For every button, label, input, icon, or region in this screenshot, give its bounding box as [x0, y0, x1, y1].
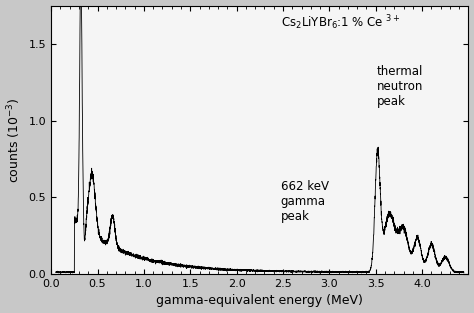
Text: thermal
neutron
peak: thermal neutron peak [377, 64, 423, 108]
X-axis label: gamma-equivalent energy (MeV): gamma-equivalent energy (MeV) [156, 295, 363, 307]
Text: Cs$_2$LiYBr$_6$:1 % Ce $^{3+}$: Cs$_2$LiYBr$_6$:1 % Ce $^{3+}$ [281, 13, 401, 32]
Y-axis label: counts ($10^{-3}$): counts ($10^{-3}$) [6, 97, 23, 183]
Text: 662 keV
gamma
peak: 662 keV gamma peak [281, 180, 328, 223]
